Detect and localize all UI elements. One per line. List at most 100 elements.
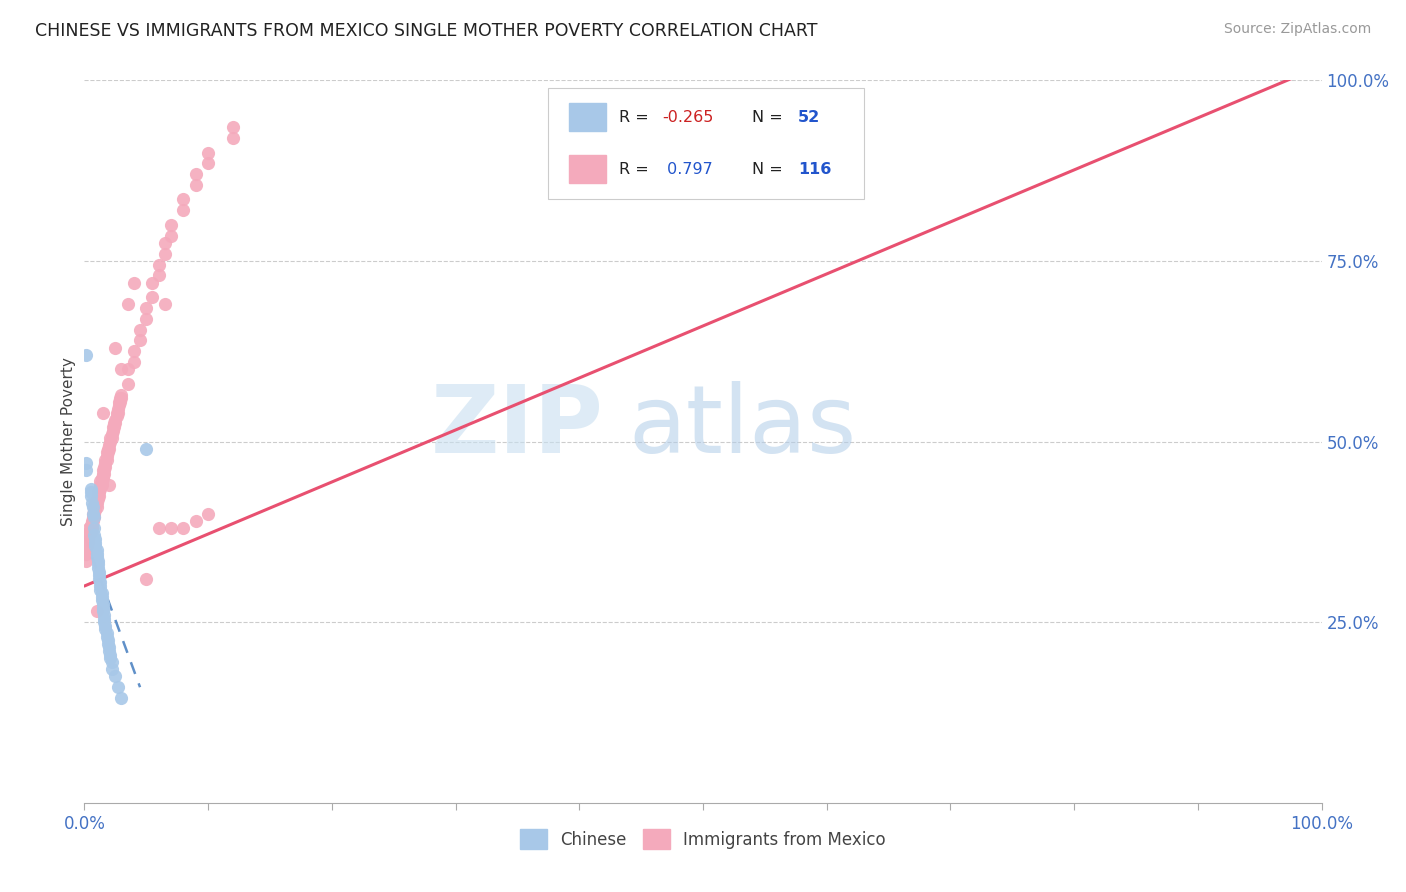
Point <box>89 582 111 597</box>
Point <box>82 507 104 521</box>
Point <box>110 362 132 376</box>
Point <box>104 669 127 683</box>
Point <box>141 276 163 290</box>
Point <box>91 406 114 420</box>
Point <box>94 456 117 470</box>
Point <box>79 521 101 535</box>
Point <box>222 120 245 135</box>
Point <box>79 524 101 539</box>
Point <box>94 459 117 474</box>
Bar <box>569 103 606 131</box>
Point <box>84 532 107 546</box>
Point <box>104 417 127 431</box>
Point <box>98 434 121 449</box>
Point <box>96 630 118 644</box>
Point <box>108 394 131 409</box>
Point <box>84 503 107 517</box>
Point <box>117 362 139 376</box>
Point <box>129 322 152 336</box>
Text: CHINESE VS IMMIGRANTS FROM MEXICO SINGLE MOTHER POVERTY CORRELATION CHART: CHINESE VS IMMIGRANTS FROM MEXICO SINGLE… <box>35 22 818 40</box>
Point <box>83 503 105 517</box>
Point <box>104 413 127 427</box>
Point <box>93 463 115 477</box>
Point <box>98 438 121 452</box>
Point <box>97 637 120 651</box>
Point <box>79 524 101 539</box>
Point <box>91 600 114 615</box>
Point <box>82 507 104 521</box>
Text: ZIP: ZIP <box>432 381 605 473</box>
Point <box>100 655 122 669</box>
Point <box>105 409 128 424</box>
Point <box>90 586 112 600</box>
Point <box>90 590 112 604</box>
Point <box>98 648 121 662</box>
Point <box>89 478 111 492</box>
Point <box>98 651 121 665</box>
Point <box>108 398 131 412</box>
Point <box>98 478 121 492</box>
Point <box>91 470 114 484</box>
Text: R =: R = <box>619 110 654 125</box>
Point <box>97 445 120 459</box>
Text: N =: N = <box>752 110 789 125</box>
Point <box>94 452 117 467</box>
Point <box>84 500 107 514</box>
Point <box>117 376 139 391</box>
Point <box>172 521 194 535</box>
Point <box>160 218 183 232</box>
Point <box>172 203 194 218</box>
Point <box>110 391 132 405</box>
Point <box>89 575 111 590</box>
Point <box>79 489 101 503</box>
Bar <box>569 155 606 183</box>
Point <box>93 459 115 474</box>
Point <box>75 463 97 477</box>
Point <box>89 565 111 579</box>
Point <box>148 521 170 535</box>
Point <box>105 406 128 420</box>
Point <box>80 521 103 535</box>
Point <box>101 424 124 438</box>
Point <box>83 510 105 524</box>
Point <box>75 542 97 557</box>
Point <box>197 156 219 170</box>
Point <box>197 145 219 160</box>
Point <box>98 640 121 655</box>
Y-axis label: Single Mother Poverty: Single Mother Poverty <box>60 357 76 526</box>
Point <box>122 276 145 290</box>
Point <box>104 341 127 355</box>
Text: -0.265: -0.265 <box>662 110 713 125</box>
Point <box>91 463 114 477</box>
Point <box>77 528 100 542</box>
Point <box>135 442 157 456</box>
Point <box>83 507 105 521</box>
Point <box>75 456 97 470</box>
Point <box>86 492 108 507</box>
Point <box>222 131 245 145</box>
Point <box>80 514 103 528</box>
Point <box>98 431 121 445</box>
Point <box>84 496 107 510</box>
Point <box>89 485 111 500</box>
Point <box>96 452 118 467</box>
Point <box>84 539 107 553</box>
Point <box>87 492 110 507</box>
Point <box>122 344 145 359</box>
Point <box>86 542 108 557</box>
Point <box>79 482 101 496</box>
Legend: Chinese, Immigrants from Mexico: Chinese, Immigrants from Mexico <box>520 830 886 848</box>
Point <box>110 691 132 706</box>
Point <box>129 334 152 348</box>
Point <box>82 514 104 528</box>
Point <box>94 623 117 637</box>
Point <box>103 420 125 434</box>
Point <box>153 246 176 260</box>
Point <box>101 420 124 434</box>
Point <box>122 355 145 369</box>
Text: 52: 52 <box>799 110 821 125</box>
Point <box>89 568 111 582</box>
Point <box>82 500 104 514</box>
Point <box>87 489 110 503</box>
Point <box>77 532 100 546</box>
